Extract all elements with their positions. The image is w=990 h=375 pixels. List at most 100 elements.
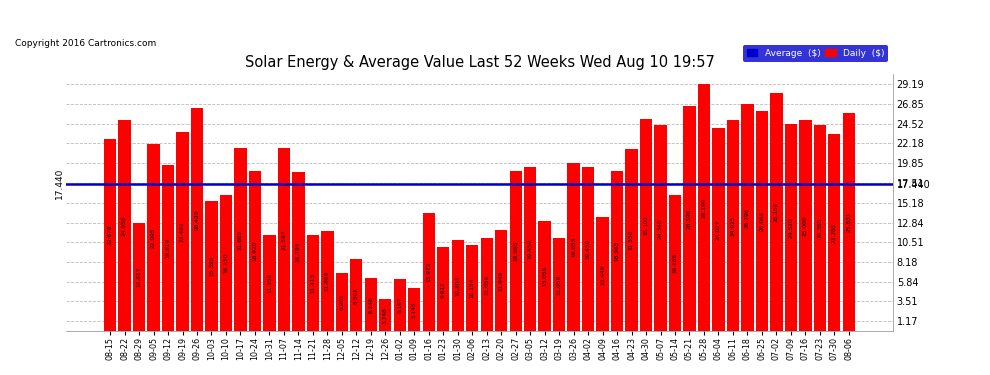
Text: 24.915: 24.915 — [731, 216, 736, 236]
Text: 13.972: 13.972 — [427, 262, 432, 282]
Text: 25.101: 25.101 — [644, 215, 648, 235]
Bar — [379, 300, 391, 331]
Bar — [104, 139, 116, 331]
Bar — [712, 128, 725, 331]
Bar — [742, 104, 753, 331]
Text: 19.450: 19.450 — [528, 238, 533, 259]
Bar — [438, 248, 449, 331]
Text: 16.150: 16.150 — [224, 253, 229, 273]
Text: 12.817: 12.817 — [137, 267, 142, 287]
Bar — [451, 240, 464, 331]
Text: 26.069: 26.069 — [759, 211, 764, 231]
Bar — [596, 217, 609, 331]
Text: 19.619: 19.619 — [165, 238, 170, 258]
Text: 8.501: 8.501 — [353, 287, 358, 304]
Bar — [842, 112, 855, 331]
Text: 11.949: 11.949 — [499, 270, 504, 291]
Text: 3.748: 3.748 — [383, 307, 388, 324]
Text: 24.027: 24.027 — [716, 219, 721, 240]
Text: 11.050: 11.050 — [484, 274, 489, 295]
Bar — [278, 148, 290, 331]
Bar — [408, 288, 421, 331]
Bar — [119, 120, 131, 331]
Bar — [611, 171, 624, 331]
Text: Copyright 2016 Cartronics.com: Copyright 2016 Cartronics.com — [15, 39, 156, 48]
Text: 24.340: 24.340 — [658, 218, 663, 238]
Bar — [683, 106, 696, 331]
Bar — [394, 279, 406, 331]
Text: 10.803: 10.803 — [455, 275, 460, 296]
Bar — [235, 148, 247, 331]
Bar — [148, 144, 159, 331]
Text: 11.050: 11.050 — [556, 274, 561, 295]
Text: 21.597: 21.597 — [281, 230, 286, 250]
Text: 26.420: 26.420 — [194, 209, 200, 230]
Text: 10.154: 10.154 — [469, 278, 475, 298]
Text: 21.685: 21.685 — [238, 229, 243, 250]
Text: 24.385: 24.385 — [818, 218, 823, 238]
Bar — [466, 245, 478, 331]
Text: 18.965: 18.965 — [615, 241, 620, 261]
Bar — [205, 201, 218, 331]
Text: 16.108: 16.108 — [672, 253, 677, 273]
Bar — [785, 124, 797, 331]
Text: 25.831: 25.831 — [846, 211, 851, 232]
Bar — [248, 171, 261, 331]
Bar — [292, 172, 305, 331]
Bar — [669, 195, 681, 331]
Text: 22.679: 22.679 — [108, 225, 113, 246]
Bar — [626, 149, 638, 331]
Bar — [495, 230, 507, 331]
Text: 23.492: 23.492 — [180, 222, 185, 242]
Text: 21.550: 21.550 — [629, 230, 634, 250]
Bar — [364, 278, 377, 331]
Bar — [799, 120, 812, 331]
Title: Solar Energy & Average Value Last 52 Weeks Wed Aug 10 19:57: Solar Energy & Average Value Last 52 Wee… — [245, 56, 715, 70]
Text: 5.145: 5.145 — [412, 301, 417, 318]
Bar — [510, 171, 522, 331]
Bar — [263, 235, 275, 331]
Bar — [582, 166, 594, 331]
Bar — [191, 108, 203, 331]
Text: 6.248: 6.248 — [368, 296, 373, 313]
Bar — [553, 238, 565, 331]
Bar — [176, 132, 189, 331]
Text: 25.000: 25.000 — [803, 215, 808, 236]
Bar — [698, 84, 710, 331]
Bar — [727, 120, 740, 331]
Text: 24.958: 24.958 — [122, 215, 127, 236]
Bar — [567, 163, 580, 331]
Text: 18.965: 18.965 — [513, 241, 518, 261]
Text: 13.449: 13.449 — [600, 264, 605, 285]
Bar — [162, 165, 174, 331]
Text: 11.869: 11.869 — [325, 271, 330, 291]
Text: 22.095: 22.095 — [151, 227, 156, 248]
Text: 23.285: 23.285 — [832, 222, 837, 243]
Text: 11.413: 11.413 — [311, 273, 316, 293]
Bar — [654, 125, 666, 331]
Bar — [350, 259, 362, 331]
Text: 29.190: 29.190 — [702, 197, 707, 218]
Bar — [829, 134, 841, 331]
Text: 28.150: 28.150 — [774, 202, 779, 222]
Bar — [321, 231, 334, 331]
Bar — [423, 213, 435, 331]
Text: 11.350: 11.350 — [267, 273, 272, 293]
Bar — [755, 111, 768, 331]
Text: 18.795: 18.795 — [296, 242, 301, 262]
Text: 15.395: 15.395 — [209, 256, 214, 276]
Bar — [814, 125, 826, 331]
Text: 26.596: 26.596 — [687, 209, 692, 229]
Text: 6.901: 6.901 — [340, 294, 345, 310]
Text: 9.912: 9.912 — [441, 281, 446, 298]
Bar — [220, 195, 232, 331]
Text: 26.796: 26.796 — [744, 208, 750, 228]
Bar — [307, 235, 319, 331]
Bar — [524, 166, 537, 331]
Text: 19.855: 19.855 — [571, 237, 576, 257]
Bar — [336, 273, 348, 331]
Bar — [480, 238, 493, 331]
Text: 6.167: 6.167 — [397, 297, 402, 314]
Bar — [133, 223, 146, 331]
Text: 13.050: 13.050 — [543, 266, 547, 286]
